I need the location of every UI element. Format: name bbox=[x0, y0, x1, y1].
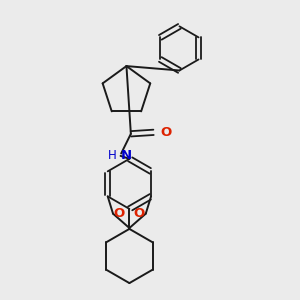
Text: N: N bbox=[121, 148, 132, 161]
Text: O: O bbox=[160, 126, 172, 139]
Text: O: O bbox=[114, 207, 125, 220]
Text: O: O bbox=[134, 207, 145, 220]
Text: H: H bbox=[107, 148, 116, 161]
